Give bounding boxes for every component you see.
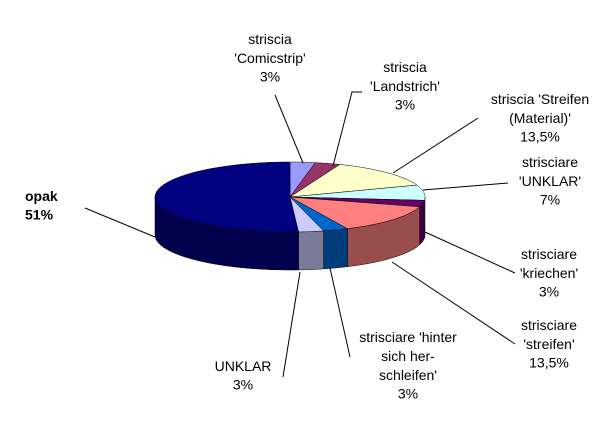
slice-side	[419, 200, 425, 246]
pie-sides	[154, 196, 426, 271]
slice	[289, 164, 418, 198]
slice-label: strisciare 'hinter sich her-schleifen'	[359, 329, 457, 383]
value-label: 13,5%	[529, 355, 569, 371]
value-label: 3%	[395, 97, 415, 113]
leader-line	[392, 117, 479, 174]
slice-label: striscia 'Streifen (Material)'	[491, 91, 589, 126]
slice-label: strisciare'kriechen'	[520, 246, 578, 281]
slice	[289, 184, 426, 201]
leader-line	[282, 271, 301, 378]
slice	[289, 196, 421, 229]
slice	[289, 196, 348, 232]
leader-line	[274, 94, 304, 164]
leader-line	[332, 91, 362, 167]
slice-label: strisciare 'UNKLAR'	[519, 154, 581, 189]
slice-side	[323, 228, 348, 270]
leader-line	[84, 207, 156, 238]
slice-label: striscia 'Comicstrip'	[234, 31, 305, 66]
leader-line	[424, 231, 516, 274]
slice-label: strisciare'streifen'	[521, 317, 577, 352]
slice-label: UNKLAR	[215, 358, 272, 374]
value-label: 3%	[260, 69, 280, 85]
value-label: 3%	[539, 284, 559, 300]
value-label: 51%	[25, 207, 54, 223]
leader-line	[329, 267, 351, 358]
slice	[289, 162, 341, 198]
value-label: 3%	[233, 377, 253, 393]
slice-label: striscia 'Landstrich'	[370, 59, 440, 94]
slice-side	[298, 230, 324, 271]
pie-tops	[154, 161, 426, 233]
leader-line	[422, 182, 509, 191]
leader-line	[391, 261, 516, 345]
slice	[154, 161, 299, 233]
value-label: 3%	[398, 386, 418, 402]
value-label: 7%	[540, 192, 560, 208]
value-label: 13,5%	[520, 129, 560, 145]
slice	[289, 196, 325, 233]
slice-label: opak	[25, 188, 58, 204]
